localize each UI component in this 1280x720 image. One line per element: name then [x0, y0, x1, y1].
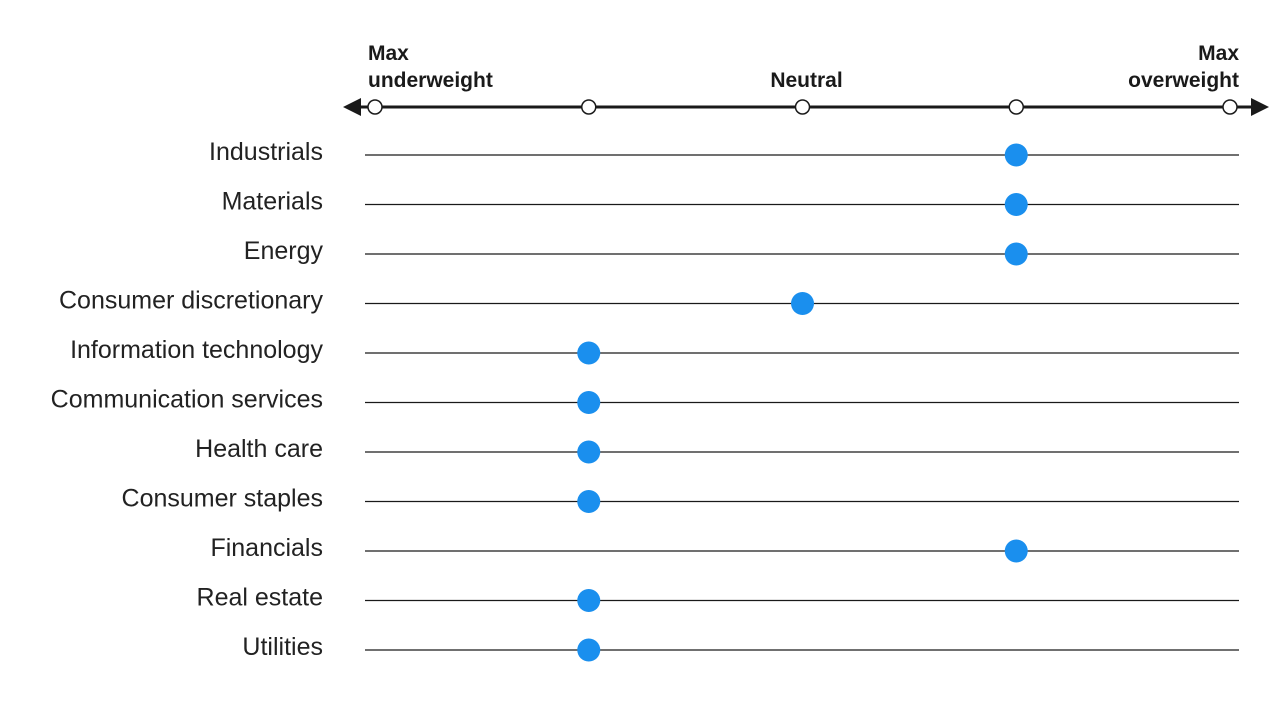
scale-label: Neutral — [770, 69, 842, 92]
sector-label: Materials — [222, 188, 323, 216]
sector-label: Financials — [210, 534, 323, 562]
sector-label: Real estate — [197, 584, 323, 612]
sector-label: Information technology — [70, 336, 323, 364]
sector-marker — [1004, 539, 1028, 563]
sector-row: Consumer staples — [122, 485, 1239, 513]
sector-label: Industrials — [209, 138, 323, 166]
sector-row: Consumer discretionary — [59, 287, 1239, 315]
sector-label: Health care — [195, 435, 323, 463]
sector-marker — [577, 490, 601, 513]
sector-row: Information technology — [70, 336, 1239, 365]
axis-tick-marker — [794, 99, 811, 115]
sector-row: Industrials — [209, 138, 1239, 167]
sector-label: Consumer staples — [122, 485, 323, 513]
sector-marker — [1004, 193, 1028, 216]
scale-label: overweight — [1128, 69, 1239, 92]
sector-label: Consumer discretionary — [59, 287, 323, 315]
sector-row: Utilities — [242, 633, 1239, 662]
sector-marker — [577, 638, 601, 662]
sector-row: Health care — [195, 435, 1239, 464]
sector-marker — [1004, 143, 1028, 167]
sector-marker — [577, 341, 601, 365]
scale-axis — [343, 98, 1269, 116]
scale-label: Max — [368, 42, 409, 65]
sector-row: Energy — [244, 237, 1239, 266]
sector-row: Financials — [210, 534, 1239, 563]
sector-label: Utilities — [242, 633, 323, 661]
sector-marker — [577, 589, 601, 612]
axis-arrow-left — [343, 98, 361, 116]
sector-marker — [1004, 242, 1028, 266]
axis-arrow-right — [1251, 98, 1269, 116]
scale-label: Max — [1198, 42, 1239, 65]
sector-row: Real estate — [197, 584, 1239, 612]
axis-tick-marker — [581, 99, 597, 115]
sector-label: Communication services — [51, 386, 323, 414]
scale-label: underweight — [368, 69, 493, 92]
sector-row: Materials — [222, 188, 1239, 216]
sector-marker — [791, 292, 814, 315]
scale-labels: Max underweight Neutral Max overweight — [368, 42, 1239, 92]
sector-marker — [577, 391, 601, 414]
sector-rows: Industrials Materials Energy Consumer discr… — [51, 138, 1239, 662]
axis-tick-marker — [1008, 99, 1024, 115]
axis-tick-marker — [367, 99, 383, 115]
sector-row: Communication services — [51, 386, 1239, 414]
sector-label: Energy — [244, 237, 324, 265]
axis-tick-marker — [1222, 99, 1238, 115]
sector-marker — [577, 440, 601, 464]
